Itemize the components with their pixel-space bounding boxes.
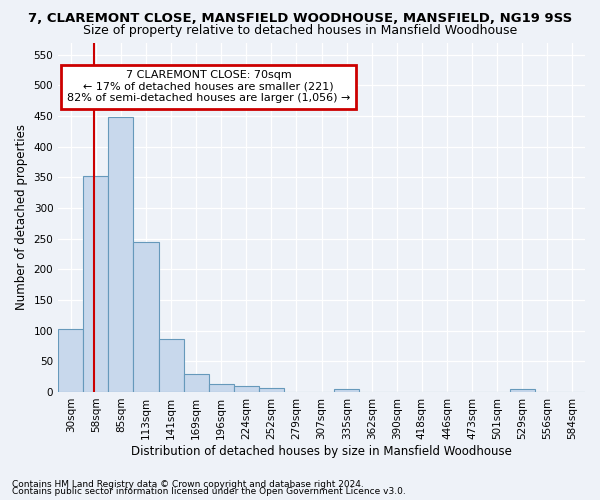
Bar xyxy=(83,176,109,392)
Bar xyxy=(133,242,158,392)
Bar xyxy=(334,389,359,392)
Bar xyxy=(259,388,284,392)
Text: Size of property relative to detached houses in Mansfield Woodhouse: Size of property relative to detached ho… xyxy=(83,24,517,37)
Bar xyxy=(209,384,234,392)
Text: 7, CLAREMONT CLOSE, MANSFIELD WOODHOUSE, MANSFIELD, NG19 9SS: 7, CLAREMONT CLOSE, MANSFIELD WOODHOUSE,… xyxy=(28,12,572,26)
Bar xyxy=(184,374,209,392)
Bar xyxy=(158,338,184,392)
Text: Contains public sector information licensed under the Open Government Licence v3: Contains public sector information licen… xyxy=(12,487,406,496)
X-axis label: Distribution of detached houses by size in Mansfield Woodhouse: Distribution of detached houses by size … xyxy=(131,444,512,458)
Text: 7 CLAREMONT CLOSE: 70sqm
← 17% of detached houses are smaller (221)
82% of semi-: 7 CLAREMONT CLOSE: 70sqm ← 17% of detach… xyxy=(67,70,350,103)
Bar xyxy=(109,118,133,392)
Bar xyxy=(58,329,83,392)
Y-axis label: Number of detached properties: Number of detached properties xyxy=(15,124,28,310)
Text: Contains HM Land Registry data © Crown copyright and database right 2024.: Contains HM Land Registry data © Crown c… xyxy=(12,480,364,489)
Bar xyxy=(510,389,535,392)
Bar xyxy=(234,386,259,392)
